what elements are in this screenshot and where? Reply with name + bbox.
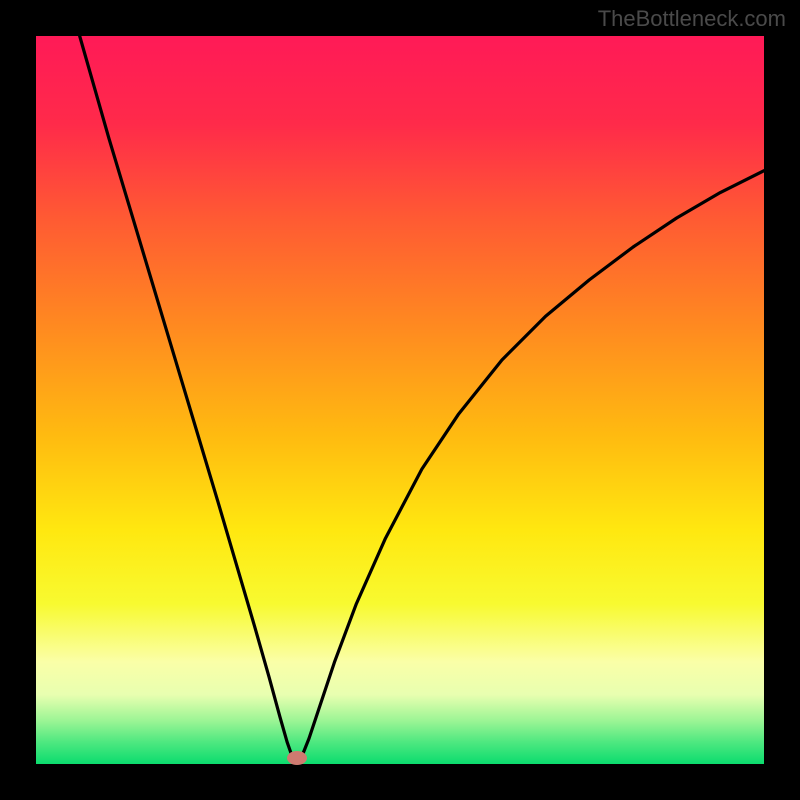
chart-minimum-marker [287, 751, 307, 765]
chart-curve [36, 36, 764, 764]
watermark-text: TheBottleneck.com [598, 6, 786, 32]
chart-plot-area [36, 36, 764, 764]
